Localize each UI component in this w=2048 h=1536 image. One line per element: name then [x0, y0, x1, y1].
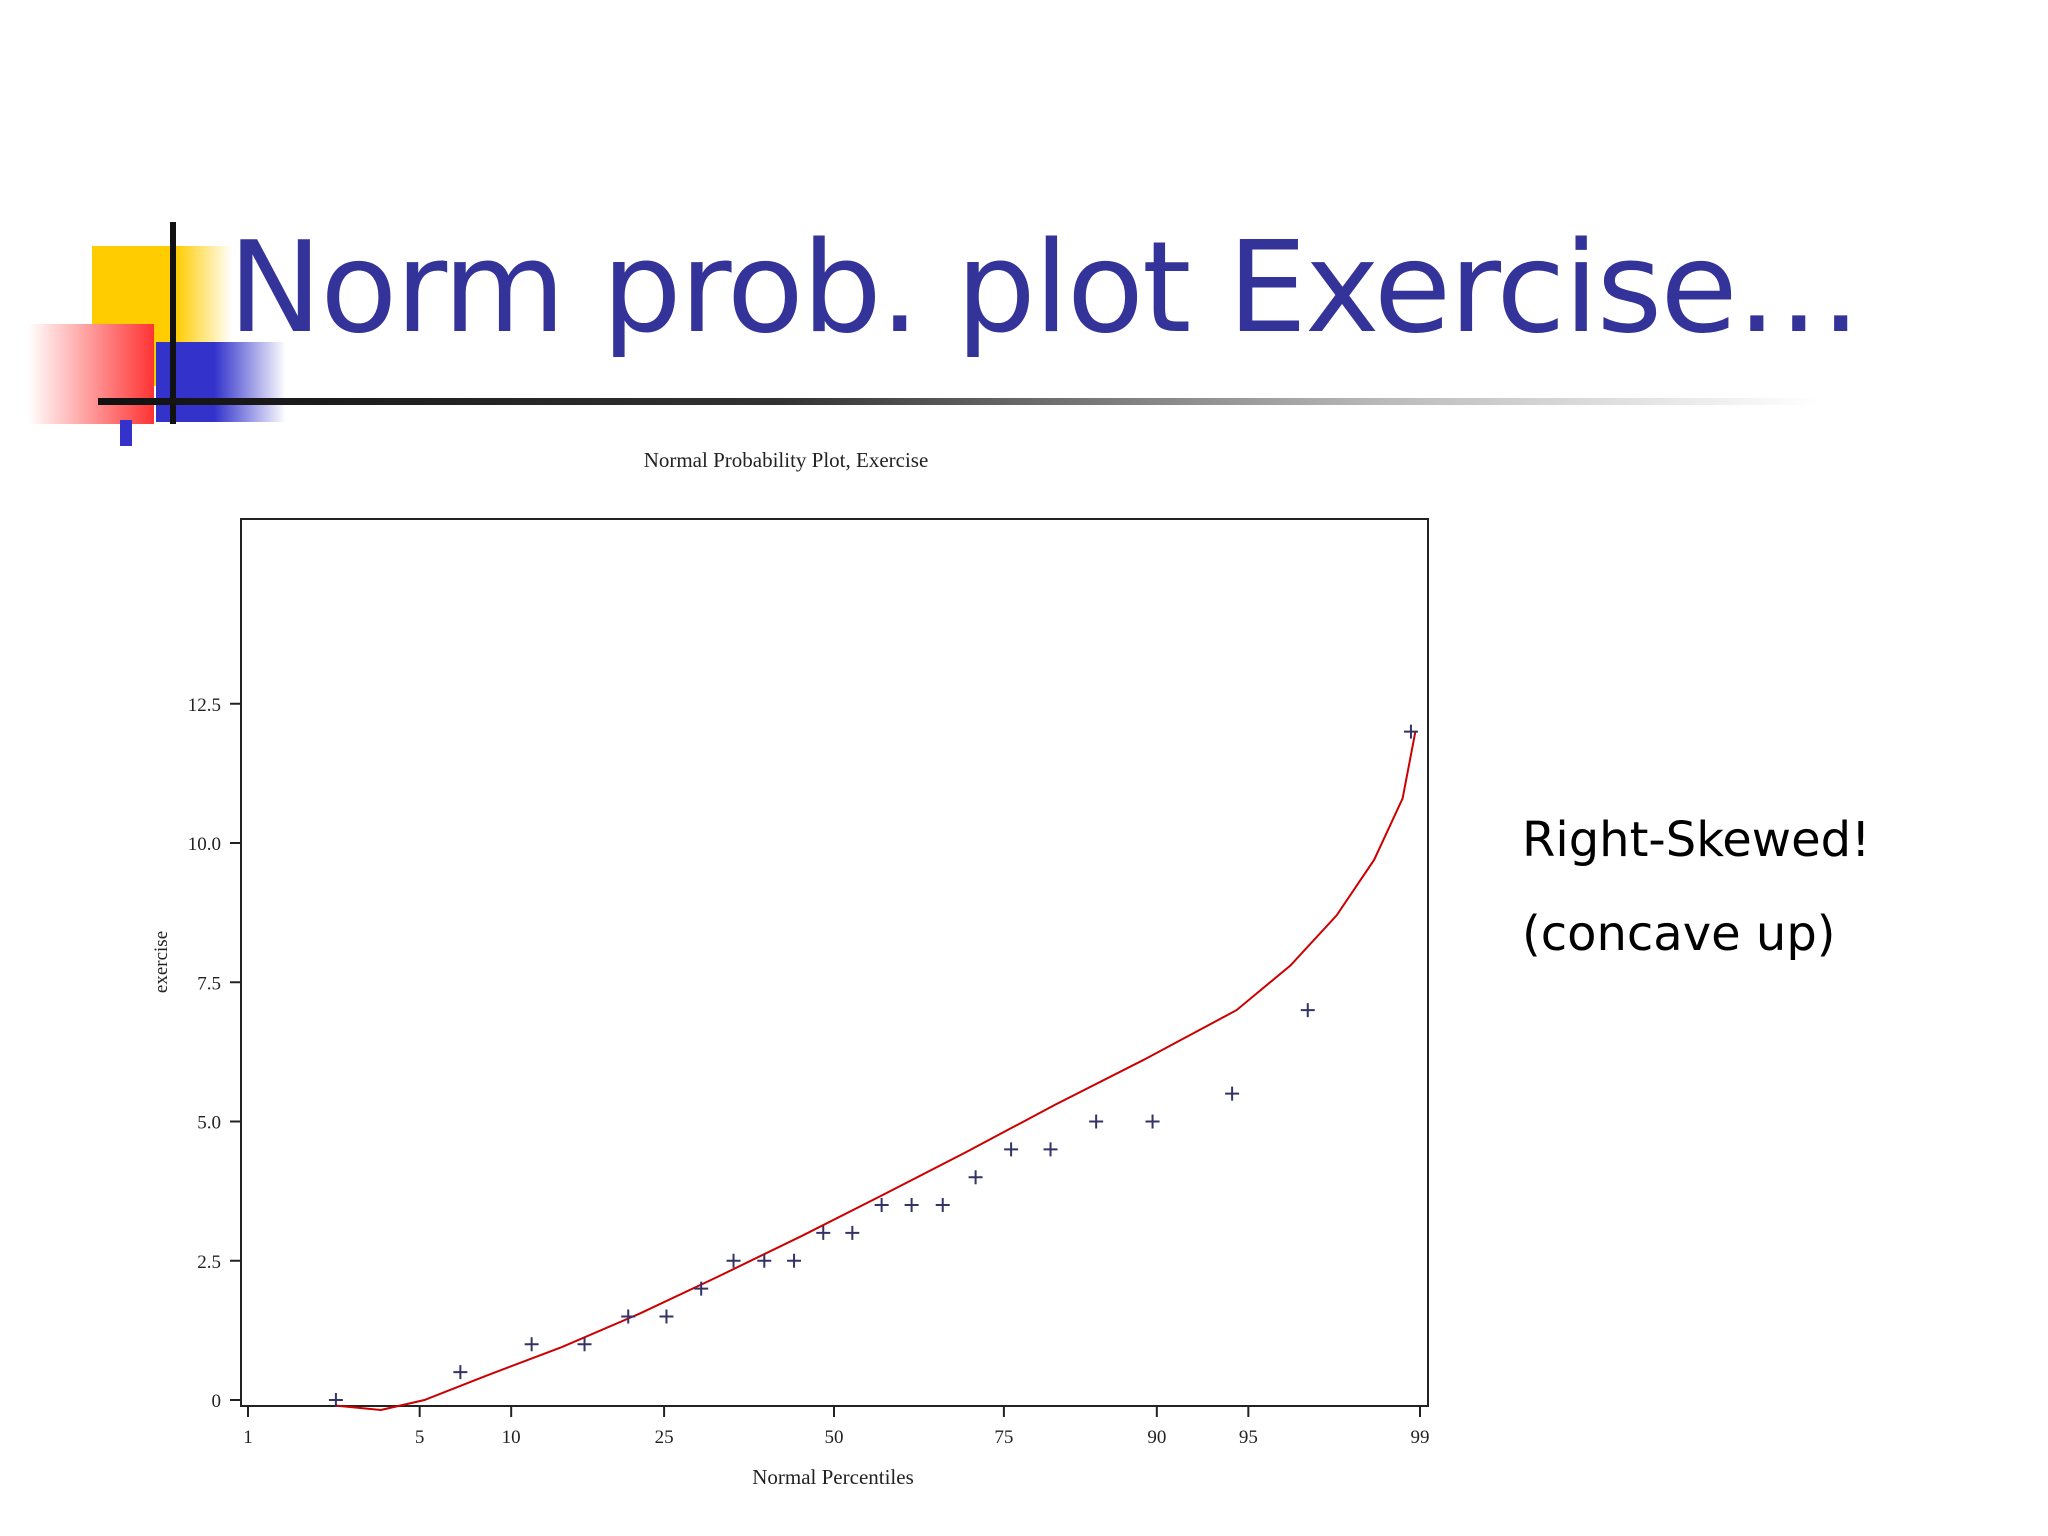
x-tick-label: 10: [502, 1427, 521, 1448]
y-tick-label: 5.0: [197, 1113, 221, 1134]
y-tick-label: 7.5: [197, 973, 221, 994]
y-tick-label: 12.5: [188, 695, 221, 716]
deco-red-square: [28, 324, 154, 424]
y-tick-label: 0: [212, 1391, 222, 1412]
y-axis: 0 2.5 5.0 7.5 10.0 12.5: [188, 695, 241, 1412]
data-point: [328, 1393, 343, 1407]
x-tick-label: 25: [655, 1427, 674, 1448]
data-point: [845, 1225, 860, 1240]
data-point: [816, 1225, 831, 1240]
x-tick-label: 1: [243, 1427, 253, 1448]
plot-frame: [240, 518, 1429, 1407]
data-points: [328, 724, 1418, 1407]
data-point: [694, 1281, 709, 1296]
x-tick-label: 5: [415, 1427, 425, 1448]
chart-title: Normal Probability Plot, Exercise: [644, 448, 929, 472]
x-tick-label: 75: [994, 1427, 1013, 1448]
deco-blue-bar: [120, 420, 132, 446]
data-point: [621, 1309, 636, 1324]
x-tick-label: 90: [1147, 1427, 1166, 1448]
data-point: [1300, 1003, 1315, 1018]
data-point: [1089, 1114, 1104, 1129]
data-point: [453, 1365, 468, 1380]
x-axis: 1 5 10 25 50 75 90 95 99: [243, 1406, 1430, 1448]
data-point: [1145, 1114, 1160, 1129]
data-point: [874, 1198, 889, 1213]
x-tick-label: 95: [1239, 1427, 1258, 1448]
x-tick-label: 99: [1411, 1427, 1430, 1448]
note-concave-up: (concave up): [1522, 906, 1836, 962]
data-point: [524, 1337, 539, 1352]
data-point: [935, 1198, 950, 1213]
title-underline: [98, 398, 1818, 405]
data-point: [577, 1337, 592, 1352]
data-point: [787, 1253, 802, 1268]
deco-vertical-line: [170, 222, 176, 424]
note-right-skewed: Right-Skewed!: [1522, 812, 1871, 868]
data-point: [1225, 1086, 1240, 1101]
data-point: [968, 1170, 983, 1185]
deco-blue-square: [156, 342, 286, 422]
data-point: [757, 1253, 772, 1268]
data-point: [1043, 1142, 1058, 1157]
fitted-curve: [335, 731, 1417, 1412]
data-point: [1403, 724, 1418, 739]
x-tick-label: 50: [825, 1427, 844, 1448]
y-tick-label: 2.5: [197, 1252, 221, 1273]
x-axis-label: Normal Percentiles: [752, 1465, 914, 1489]
data-point: [659, 1309, 674, 1324]
data-point: [1004, 1142, 1019, 1157]
y-tick-label: 10.0: [188, 834, 221, 855]
y-axis-label: exercise: [151, 931, 172, 993]
slide-title: Norm prob. plot Exercise…: [228, 214, 1862, 361]
data-point: [904, 1198, 919, 1213]
data-point: [726, 1253, 741, 1268]
